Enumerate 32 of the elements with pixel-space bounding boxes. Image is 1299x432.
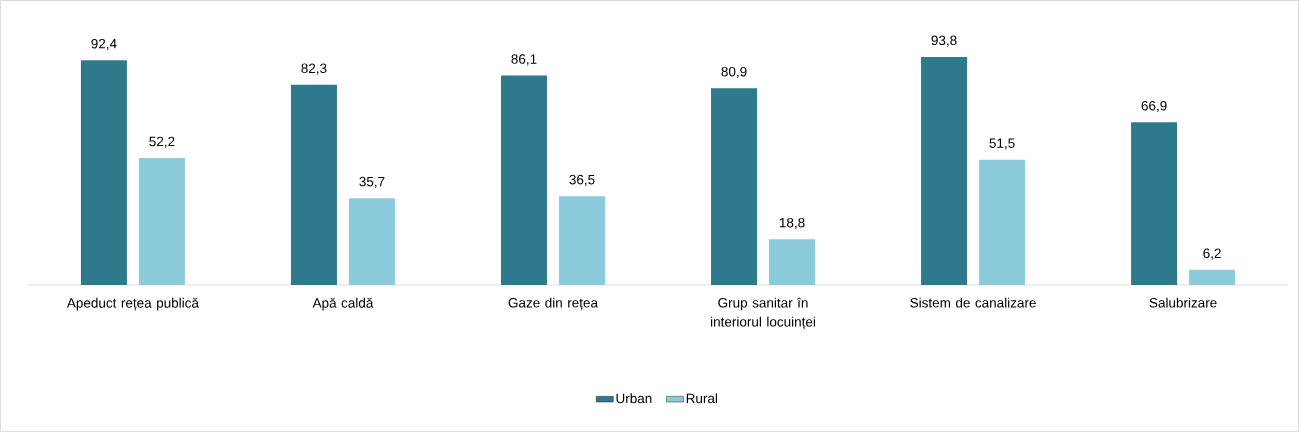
- data-label: 93,8: [931, 35, 957, 47]
- bar: [769, 239, 816, 285]
- data-label: 92,4: [91, 39, 117, 51]
- bar: [711, 88, 758, 285]
- x-tick-label: Grup sanitar în interiorul locuinței: [711, 297, 815, 330]
- data-label: 36,5: [569, 174, 595, 187]
- legend-label: Rural: [686, 393, 718, 404]
- bar: [559, 196, 606, 285]
- data-label: 35,7: [359, 176, 385, 189]
- x-tick-label: Salubrizare: [1149, 297, 1217, 308]
- bar: [80, 60, 127, 285]
- bar: [500, 75, 547, 285]
- bar: [1131, 122, 1178, 285]
- data-label: 51,5: [989, 138, 1015, 150]
- data-label: 86,1: [511, 54, 537, 66]
- data-label: 18,8: [779, 217, 805, 230]
- x-tick-label: Sistem de canalizare: [910, 297, 1036, 308]
- x-tick-label: Gaze din rețea: [508, 297, 599, 311]
- data-label: 82,3: [301, 63, 327, 75]
- bar: [290, 84, 337, 285]
- data-label: 6,2: [1203, 248, 1221, 260]
- legend-label: Urban: [616, 393, 652, 404]
- bar: [921, 56, 968, 285]
- data-label: 52,2: [149, 136, 175, 148]
- data-label: 80,9: [721, 66, 747, 79]
- x-tick-label: Apeduct rețea publică: [66, 297, 199, 311]
- bar: [979, 159, 1026, 285]
- bar: [138, 158, 185, 285]
- bar: [348, 198, 395, 285]
- bar: [1189, 269, 1236, 285]
- x-tick-label: Apă caldă: [312, 297, 374, 311]
- data-label: 66,9: [1141, 101, 1167, 113]
